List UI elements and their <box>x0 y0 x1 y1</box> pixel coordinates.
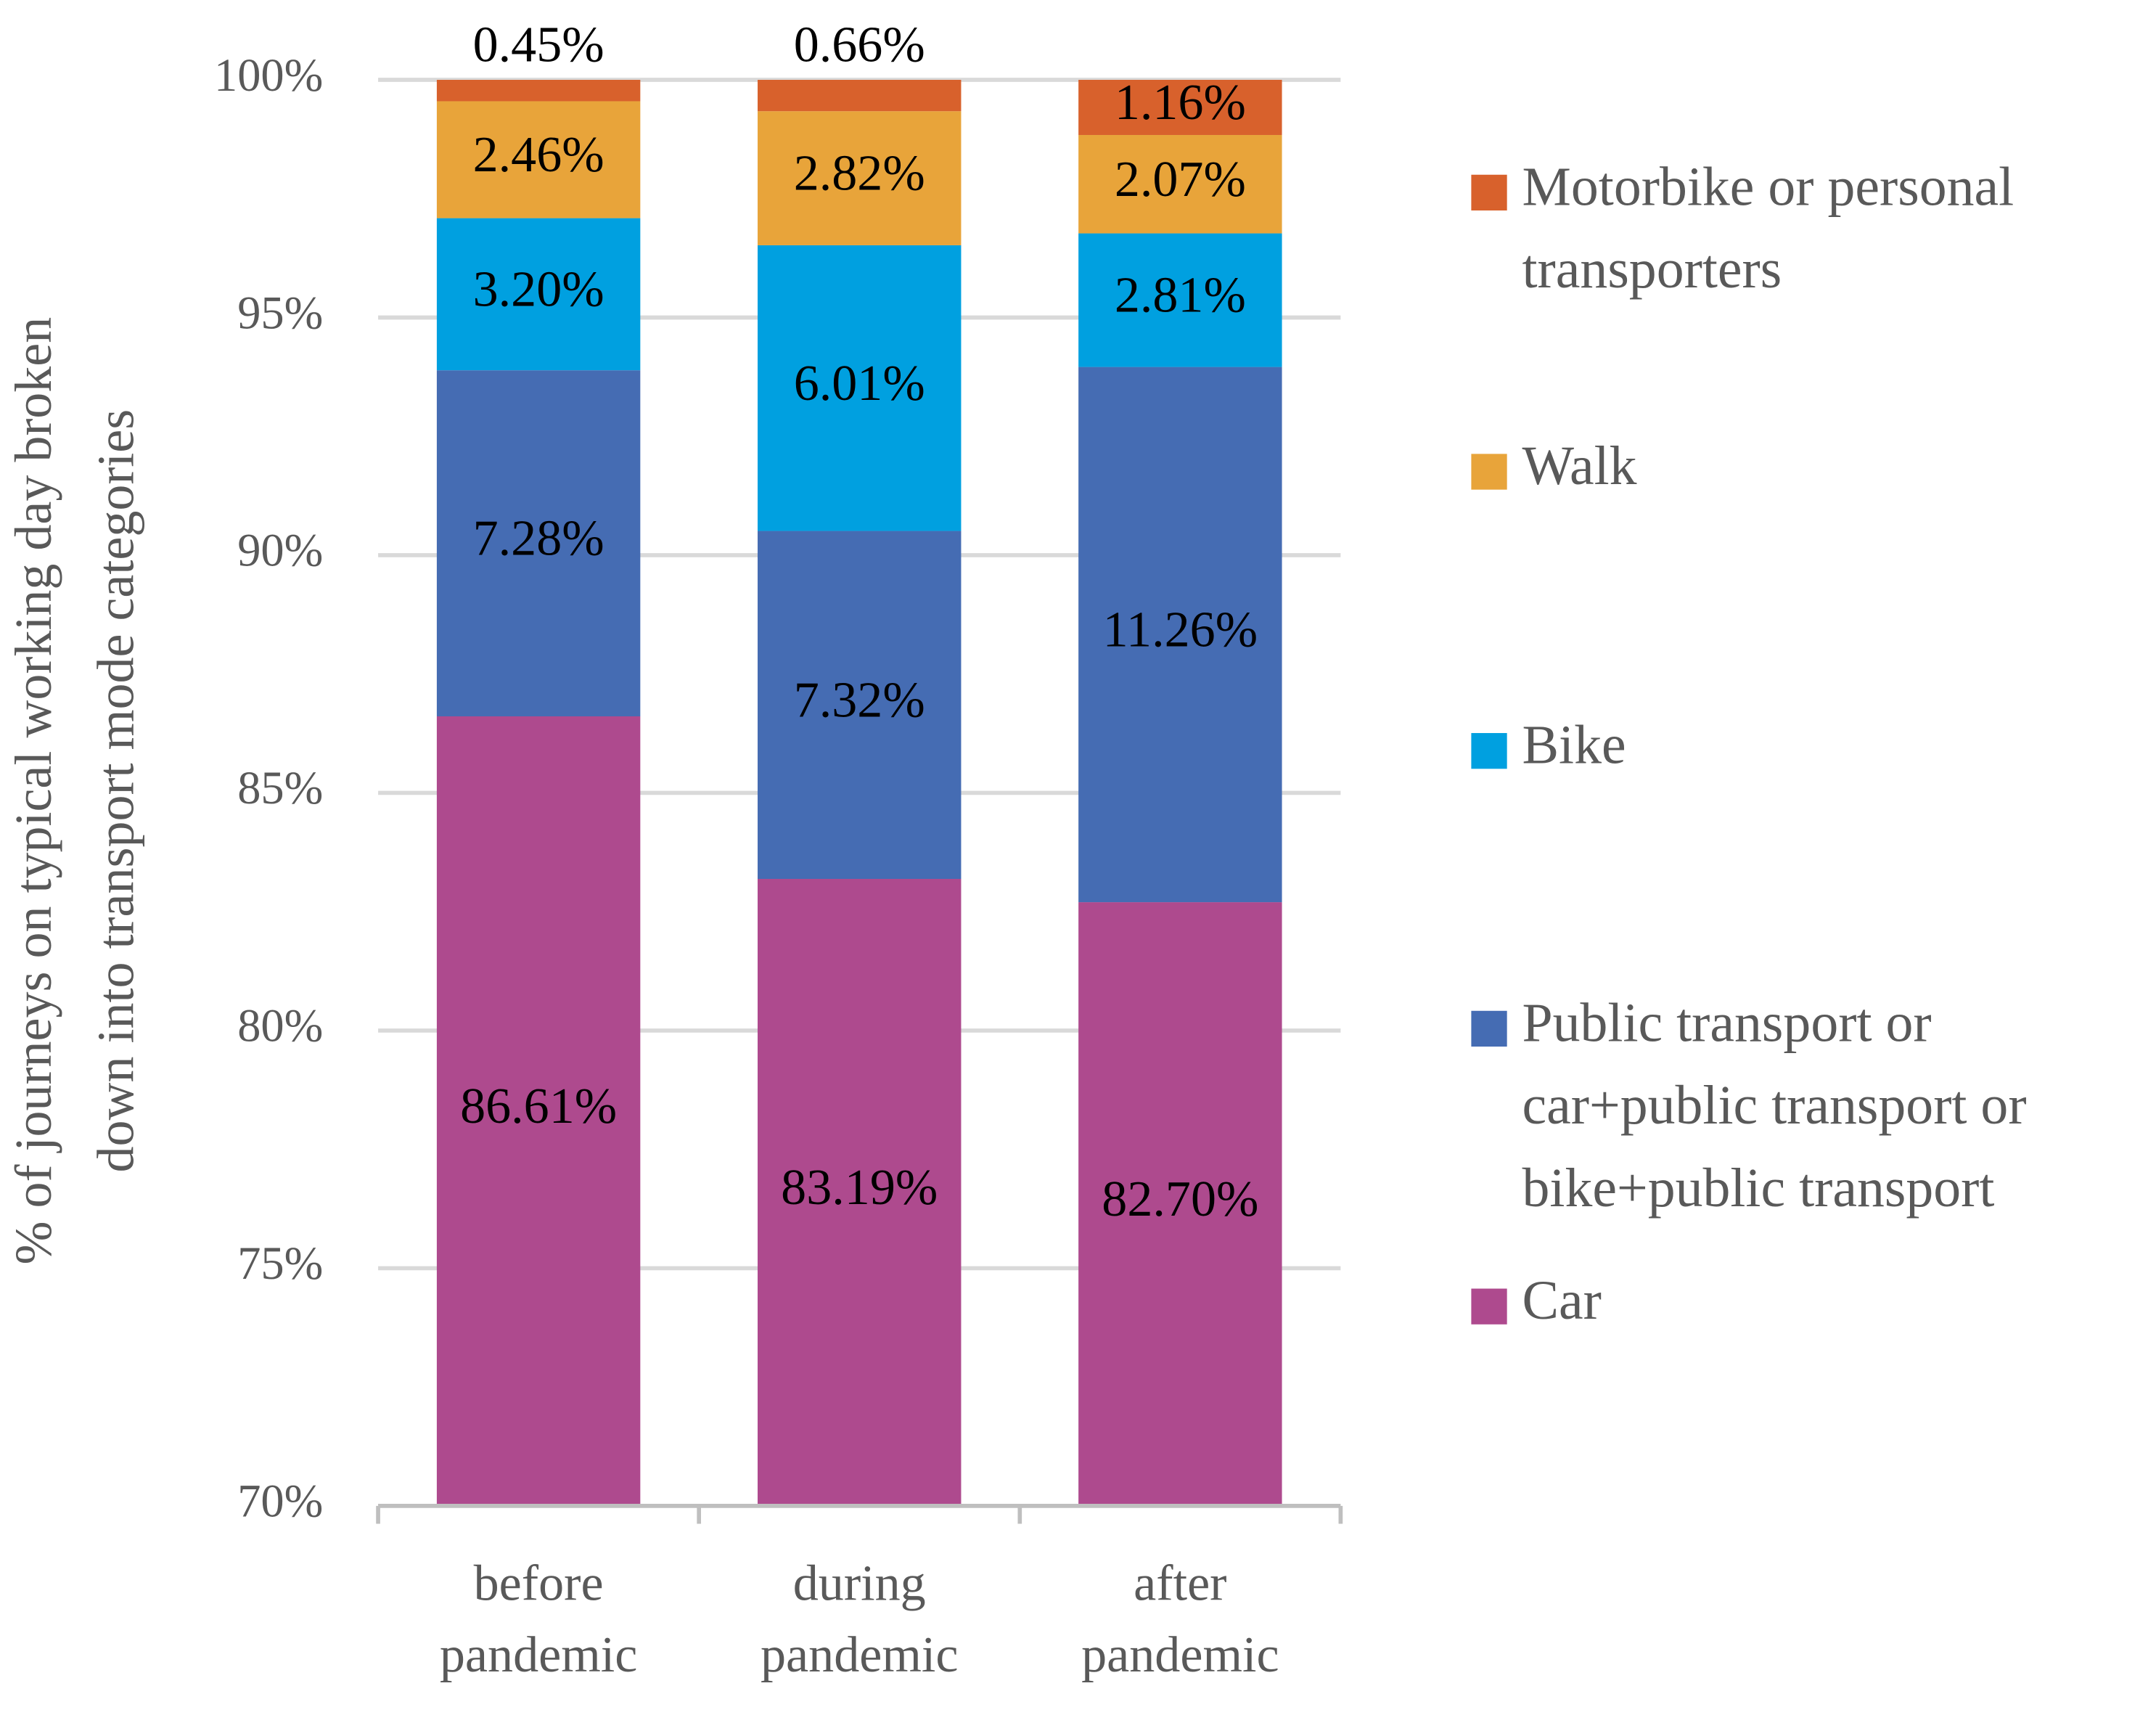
x-tick-label: during pandemic <box>761 1556 958 1684</box>
bar-segment <box>1078 233 1282 367</box>
bar-segment <box>758 531 962 879</box>
data-label: 6.01% <box>794 356 925 412</box>
legend-swatch <box>1471 1010 1507 1047</box>
bar-segment <box>1078 134 1282 234</box>
y-tick-label: 85% <box>237 762 323 814</box>
data-label: 86.61% <box>460 1078 617 1134</box>
x-tick-label: before pandemic <box>440 1556 637 1684</box>
bar-segment <box>436 716 641 1506</box>
bar-segment <box>436 101 641 218</box>
legend-label: Public transport or car+public transport … <box>1522 993 2027 1219</box>
legend-swatch <box>1471 1288 1507 1325</box>
legend-label: Car <box>1522 1271 1602 1332</box>
data-label: 7.32% <box>794 672 925 728</box>
data-label: 82.70% <box>1102 1171 1258 1227</box>
legend-swatch <box>1471 733 1507 769</box>
y-tick-label: 95% <box>237 287 323 338</box>
bar-segment <box>758 245 962 531</box>
data-label: 2.82% <box>794 146 925 202</box>
bar-segment <box>1078 367 1282 903</box>
bar-segment <box>436 370 641 716</box>
legend-label: Bike <box>1522 715 1626 776</box>
y-tick-label: 90% <box>237 525 323 576</box>
data-label: 0.66% <box>794 17 925 73</box>
data-label: 83.19% <box>781 1160 938 1216</box>
legend-swatch <box>1471 454 1507 490</box>
y-tick-label: 100% <box>214 49 323 101</box>
bar-segment <box>758 111 962 245</box>
y-tick-label: 75% <box>237 1237 323 1289</box>
bar-segment <box>758 80 962 112</box>
data-label: 3.20% <box>473 261 604 317</box>
data-label: 11.26% <box>1103 602 1258 658</box>
x-tick-label: after pandemic <box>1081 1556 1279 1684</box>
data-label: 2.81% <box>1115 268 1246 324</box>
data-label: 0.45% <box>473 17 604 73</box>
bar-segment <box>436 218 641 371</box>
bar-segment <box>1078 80 1282 135</box>
bar-segment <box>1078 902 1282 1506</box>
data-label: 2.46% <box>473 127 604 183</box>
y-tick-label: 70% <box>237 1475 323 1527</box>
y-tick-label: 80% <box>237 1000 323 1052</box>
legend-label: Motorbike or personal transporters <box>1522 157 2014 300</box>
legend-swatch <box>1471 174 1507 211</box>
bar-segment <box>758 878 962 1506</box>
bar-segment <box>436 80 641 102</box>
y-axis-title: % of journeys on typical working day bro… <box>4 317 145 1265</box>
data-label: 7.28% <box>473 511 604 567</box>
data-label: 2.07% <box>1115 152 1246 208</box>
legend-label: Walk <box>1522 435 1637 496</box>
data-label: 1.16% <box>1115 75 1246 131</box>
